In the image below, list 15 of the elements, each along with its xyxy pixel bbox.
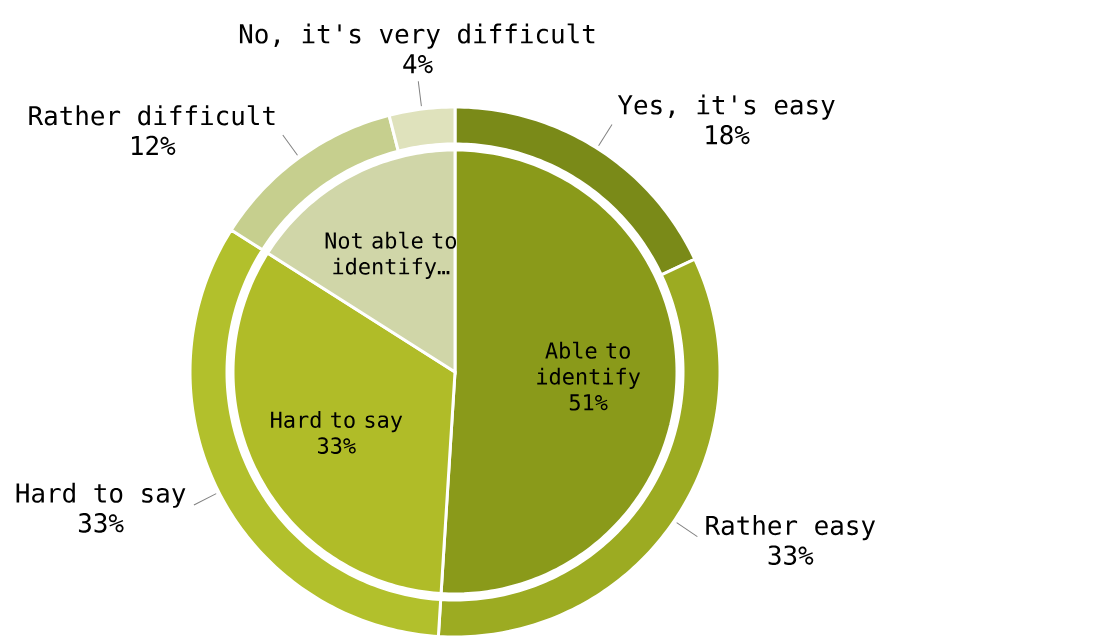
data-label: 33% (78, 512, 124, 533)
data-label: 51% (569, 394, 608, 411)
slice-label: Not able to identify… (325, 231, 457, 279)
data-label: 33% (318, 437, 356, 454)
slice-label: Able to identify (537, 341, 641, 389)
slice-label: Hard to say (271, 410, 403, 433)
slice-label: Rather easy (706, 514, 876, 540)
slice-label: No, it's very difficult (239, 23, 595, 49)
data-label: 4% (403, 54, 433, 73)
slice-label: Yes, it's easy (617, 94, 835, 120)
slice-label: Rather difficult (29, 104, 275, 126)
data-label: 12% (132, 135, 176, 155)
data-label: 18% (706, 124, 750, 145)
data-label: 33% (768, 545, 814, 565)
slice-label: Hard to say (16, 482, 186, 508)
